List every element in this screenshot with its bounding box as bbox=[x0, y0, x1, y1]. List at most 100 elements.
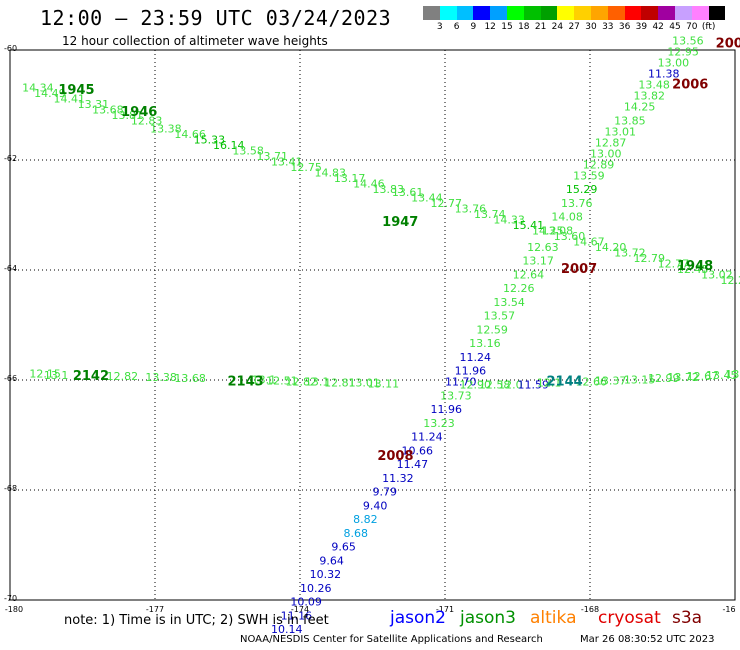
wave-height-value: 12.81 bbox=[324, 377, 356, 390]
wave-height-value: 14.66 bbox=[174, 128, 206, 141]
footer-credit: NOAA/NESDIS Center for Satellite Applica… bbox=[240, 634, 543, 645]
colorbar-label: 39 bbox=[635, 22, 648, 32]
lat-tick-label: -60 bbox=[4, 44, 18, 53]
wave-height-value: 14.33 bbox=[493, 213, 525, 226]
lon-tick-label: -16 bbox=[722, 605, 736, 614]
wave-height-value: 11.16 bbox=[281, 609, 313, 622]
wave-height-value: 13.76 bbox=[455, 202, 487, 215]
wave-height-value: 10.32 bbox=[310, 568, 342, 581]
lon-tick-label: -174 bbox=[290, 605, 310, 614]
colorbar-swatch bbox=[490, 6, 507, 20]
wave-height-value: 13.45 bbox=[706, 369, 738, 382]
wave-height-value: 13.61 bbox=[392, 186, 424, 199]
wave-height-value: 13.01 bbox=[605, 125, 637, 138]
wave-height-value: 13.11 bbox=[368, 378, 400, 391]
wave-height-value: 12.59 bbox=[476, 323, 508, 336]
lon-tick-label: -168 bbox=[580, 605, 600, 614]
wave-height-value: 12.82 bbox=[107, 370, 138, 383]
wave-height-value: 11.32 bbox=[382, 472, 414, 485]
wave-height-value: 13.68 bbox=[174, 372, 206, 385]
colorbar-label: 27 bbox=[568, 22, 580, 32]
wave-height-value: 9.40 bbox=[363, 499, 388, 512]
wave-height-value: 10.09 bbox=[290, 596, 322, 609]
track-label: 2143 bbox=[228, 375, 264, 390]
wave-height-value: 13.56 bbox=[672, 35, 704, 48]
satellite-legend-cryosat: cryosat bbox=[598, 608, 661, 628]
wave-height-value: 13.17 bbox=[522, 255, 554, 268]
wave-height-value: 13.68 bbox=[92, 103, 124, 116]
colorbar-swatch bbox=[557, 6, 575, 20]
note-text: note: 1) Time is in UTC; 2) SWH is in fe… bbox=[64, 613, 329, 628]
wave-height-value: 14.41 bbox=[54, 92, 86, 105]
wave-height-value: 12.67 bbox=[687, 370, 719, 383]
track-label: 2006 bbox=[672, 78, 708, 93]
wave-height-value: 12.95 bbox=[667, 46, 699, 59]
wave-height-value: 13.08 bbox=[542, 224, 574, 237]
track-label: 1946 bbox=[121, 105, 157, 120]
wave-height-value: 14.67 bbox=[573, 235, 605, 248]
wave-height-value: 12.64 bbox=[513, 268, 545, 281]
wave-height-value: 12.58 bbox=[479, 378, 511, 391]
wave-height-value: 14.46 bbox=[353, 178, 385, 191]
wave-height-value: 12.77 bbox=[431, 197, 463, 210]
wave-height-value: 9.65 bbox=[331, 541, 356, 554]
wave-height-value: 13.31 bbox=[78, 98, 110, 111]
track-label: 2142 bbox=[73, 369, 109, 384]
colorbar-label: 15 bbox=[501, 22, 513, 32]
colorbar-swatch bbox=[507, 6, 524, 20]
wave-height-value: 13.74 bbox=[474, 208, 506, 221]
wave-height-value: 13.1 bbox=[252, 373, 277, 386]
wave-height-value: 12.66 bbox=[576, 376, 608, 389]
wave-height-value: 13.41 bbox=[271, 156, 303, 169]
colorbar-swatch bbox=[456, 6, 474, 20]
wave-height-value: 11.38 bbox=[648, 68, 680, 81]
wave-height-value: 13.72 bbox=[667, 371, 699, 384]
colorbar-label: 12 bbox=[484, 22, 496, 32]
wave-height-value: 11.70 bbox=[445, 376, 477, 389]
colorbar-label: 42 bbox=[652, 22, 664, 32]
colorbar-swatch bbox=[591, 6, 608, 20]
wave-height-value: 11.24 bbox=[460, 351, 492, 364]
wave-height-value: 12.83 bbox=[131, 114, 163, 127]
wave-height-value: 10.26 bbox=[300, 582, 332, 595]
colorbar-swatch bbox=[641, 6, 659, 20]
wave-height-value: 10.66 bbox=[402, 444, 434, 457]
wave-height-value: 11.59 bbox=[518, 378, 550, 391]
colorbar-label: 3 bbox=[436, 22, 443, 32]
wave-height-value: 10.14 bbox=[271, 623, 303, 636]
wave-height-value: 13.73 bbox=[440, 389, 472, 402]
wave-height-value: 9.64 bbox=[319, 554, 344, 567]
wave-height-value: 12.79 bbox=[634, 252, 666, 265]
lon-tick-label: -171 bbox=[435, 605, 455, 614]
satellite-legend-s3a: s3a bbox=[672, 608, 703, 628]
satellite-legend-jason3: jason3 bbox=[460, 608, 516, 628]
wave-height-value: 13.1 bbox=[725, 368, 740, 381]
wave-height-value: 13.82 bbox=[634, 90, 666, 103]
wave-height-value: 13.02 bbox=[701, 268, 733, 281]
lat-tick-label: -68 bbox=[4, 484, 18, 493]
colorbar-label: 70 bbox=[686, 22, 698, 32]
wave-height-value: 11.96 bbox=[431, 403, 463, 416]
wave-height-value: 12.26 bbox=[503, 282, 535, 295]
wave-height-value: 14.25 bbox=[532, 224, 564, 237]
wave-height-value: 12.99 bbox=[648, 372, 680, 385]
map-frame bbox=[9, 49, 736, 601]
wave-height-value: 12.0 bbox=[498, 378, 522, 391]
wave-height-value: 15.33 bbox=[194, 134, 226, 147]
lat-tick-label: -70 bbox=[4, 594, 18, 603]
wave-height-value: 15.41 bbox=[513, 219, 545, 232]
wave-height-value: 13.83 bbox=[373, 183, 405, 196]
wave-height-value: 13.48 bbox=[638, 79, 670, 92]
wave-height-value: 13.81 bbox=[112, 109, 144, 122]
wave-height-value: 12.89 bbox=[583, 158, 615, 171]
wave-height-value: 14.49 bbox=[34, 87, 66, 100]
track-label: 2008 bbox=[377, 449, 413, 464]
wave-height-value: 13.1 bbox=[44, 369, 68, 382]
map-subtitle: 12 hour collection of altimeter wave hei… bbox=[62, 34, 328, 48]
wave-height-value: 13.16 bbox=[469, 337, 501, 350]
track-label: 1945 bbox=[58, 83, 94, 98]
satellite-legend-altika: altika bbox=[530, 608, 577, 628]
wave-height-value: 11.96 bbox=[455, 365, 487, 378]
colorbar-swatch bbox=[423, 6, 440, 20]
